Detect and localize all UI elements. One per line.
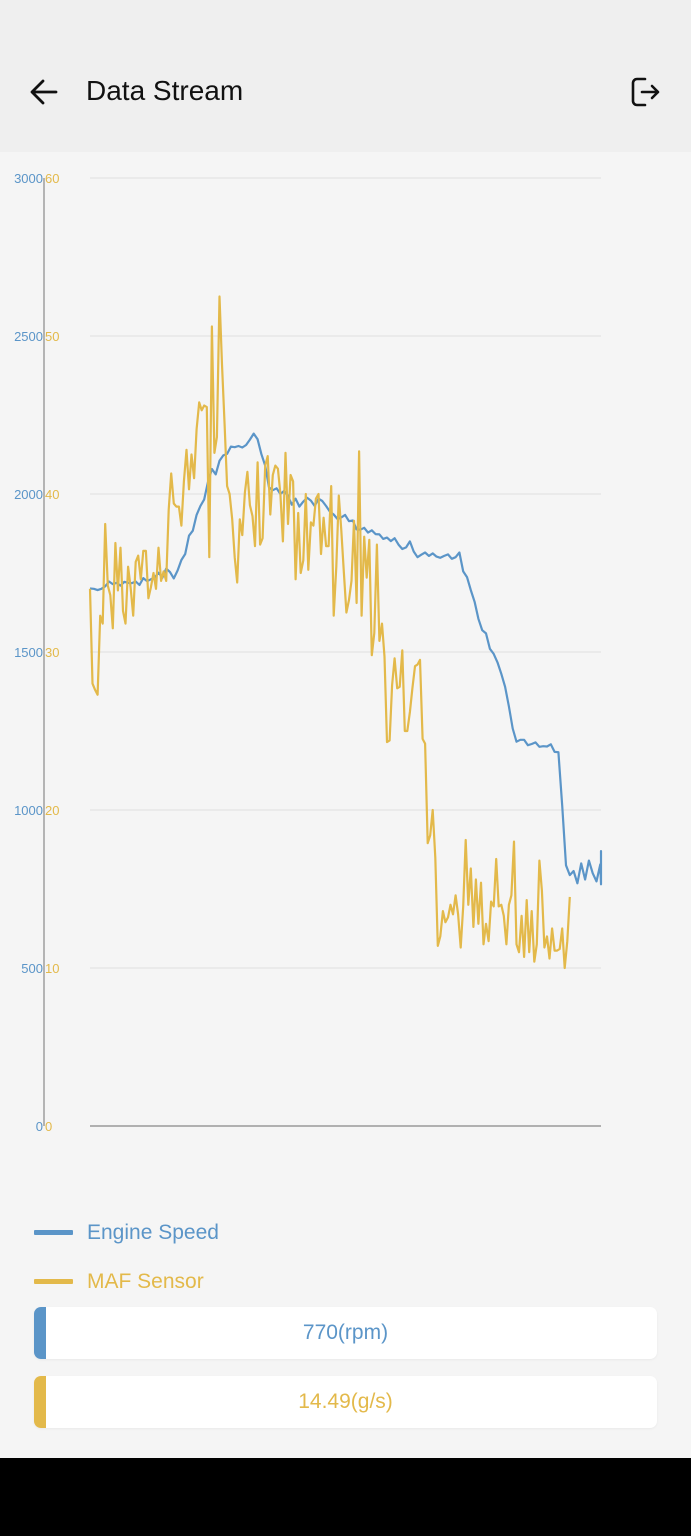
y-right-tick-label: 0 [45, 1119, 52, 1134]
navigation-bar [0, 1458, 691, 1536]
maf-sensor-value: 14.49(g/s) [298, 1390, 393, 1413]
y-right-tick-label: 40 [45, 487, 59, 502]
legend-swatch-maf-sensor [34, 1279, 73, 1284]
y-left-tick-label: 0 [36, 1119, 43, 1134]
page-title: Data Stream [86, 75, 244, 106]
engine-speed-accent [34, 1307, 46, 1359]
exit-button[interactable] [622, 68, 670, 116]
y-left-tick-label: 1000 [14, 803, 43, 818]
legend-item-maf-sensor[interactable]: MAF Sensor [34, 1257, 219, 1306]
y-left-tick-label: 500 [21, 961, 43, 976]
y-right-tick-label: 30 [45, 645, 59, 660]
y-left-tick-label: 2000 [14, 487, 43, 502]
y-left-tick-label: 3000 [14, 171, 43, 186]
line-chart[interactable]: 005001010002015003020004025005030006000:… [0, 152, 691, 1172]
app-bar: Data Stream [0, 40, 691, 152]
engine-speed-value: 770(rpm) [302, 1321, 389, 1344]
chart-area: 005001010002015003020004025005030006000:… [0, 152, 691, 1172]
status-bar [0, 0, 691, 40]
y-right-tick-label: 10 [45, 961, 59, 976]
legend-label-engine-speed: Engine Speed [87, 1220, 219, 1244]
y-right-tick-label: 50 [45, 329, 59, 344]
logout-icon [631, 77, 660, 107]
legend-label-maf-sensor: MAF Sensor [87, 1269, 204, 1293]
y-right-tick-label: 60 [45, 171, 59, 186]
series-line-engine-speed [89, 432, 603, 886]
series-line-maf-sensor [88, 295, 571, 970]
y-left-tick-label: 2500 [14, 329, 43, 344]
legend-swatch-engine-speed [34, 1230, 73, 1235]
engine-speed-readout: 770(rpm) [34, 1307, 657, 1359]
legend: Engine Speed MAF Sensor [34, 1208, 219, 1306]
back-button[interactable] [22, 70, 66, 114]
arrow-left-icon [30, 79, 58, 105]
maf-sensor-readout: 14.49(g/s) [34, 1376, 657, 1428]
y-left-tick-label: 1500 [14, 645, 43, 660]
legend-item-engine-speed[interactable]: Engine Speed [34, 1208, 219, 1257]
maf-sensor-accent [34, 1376, 46, 1428]
y-right-tick-label: 20 [45, 803, 59, 818]
